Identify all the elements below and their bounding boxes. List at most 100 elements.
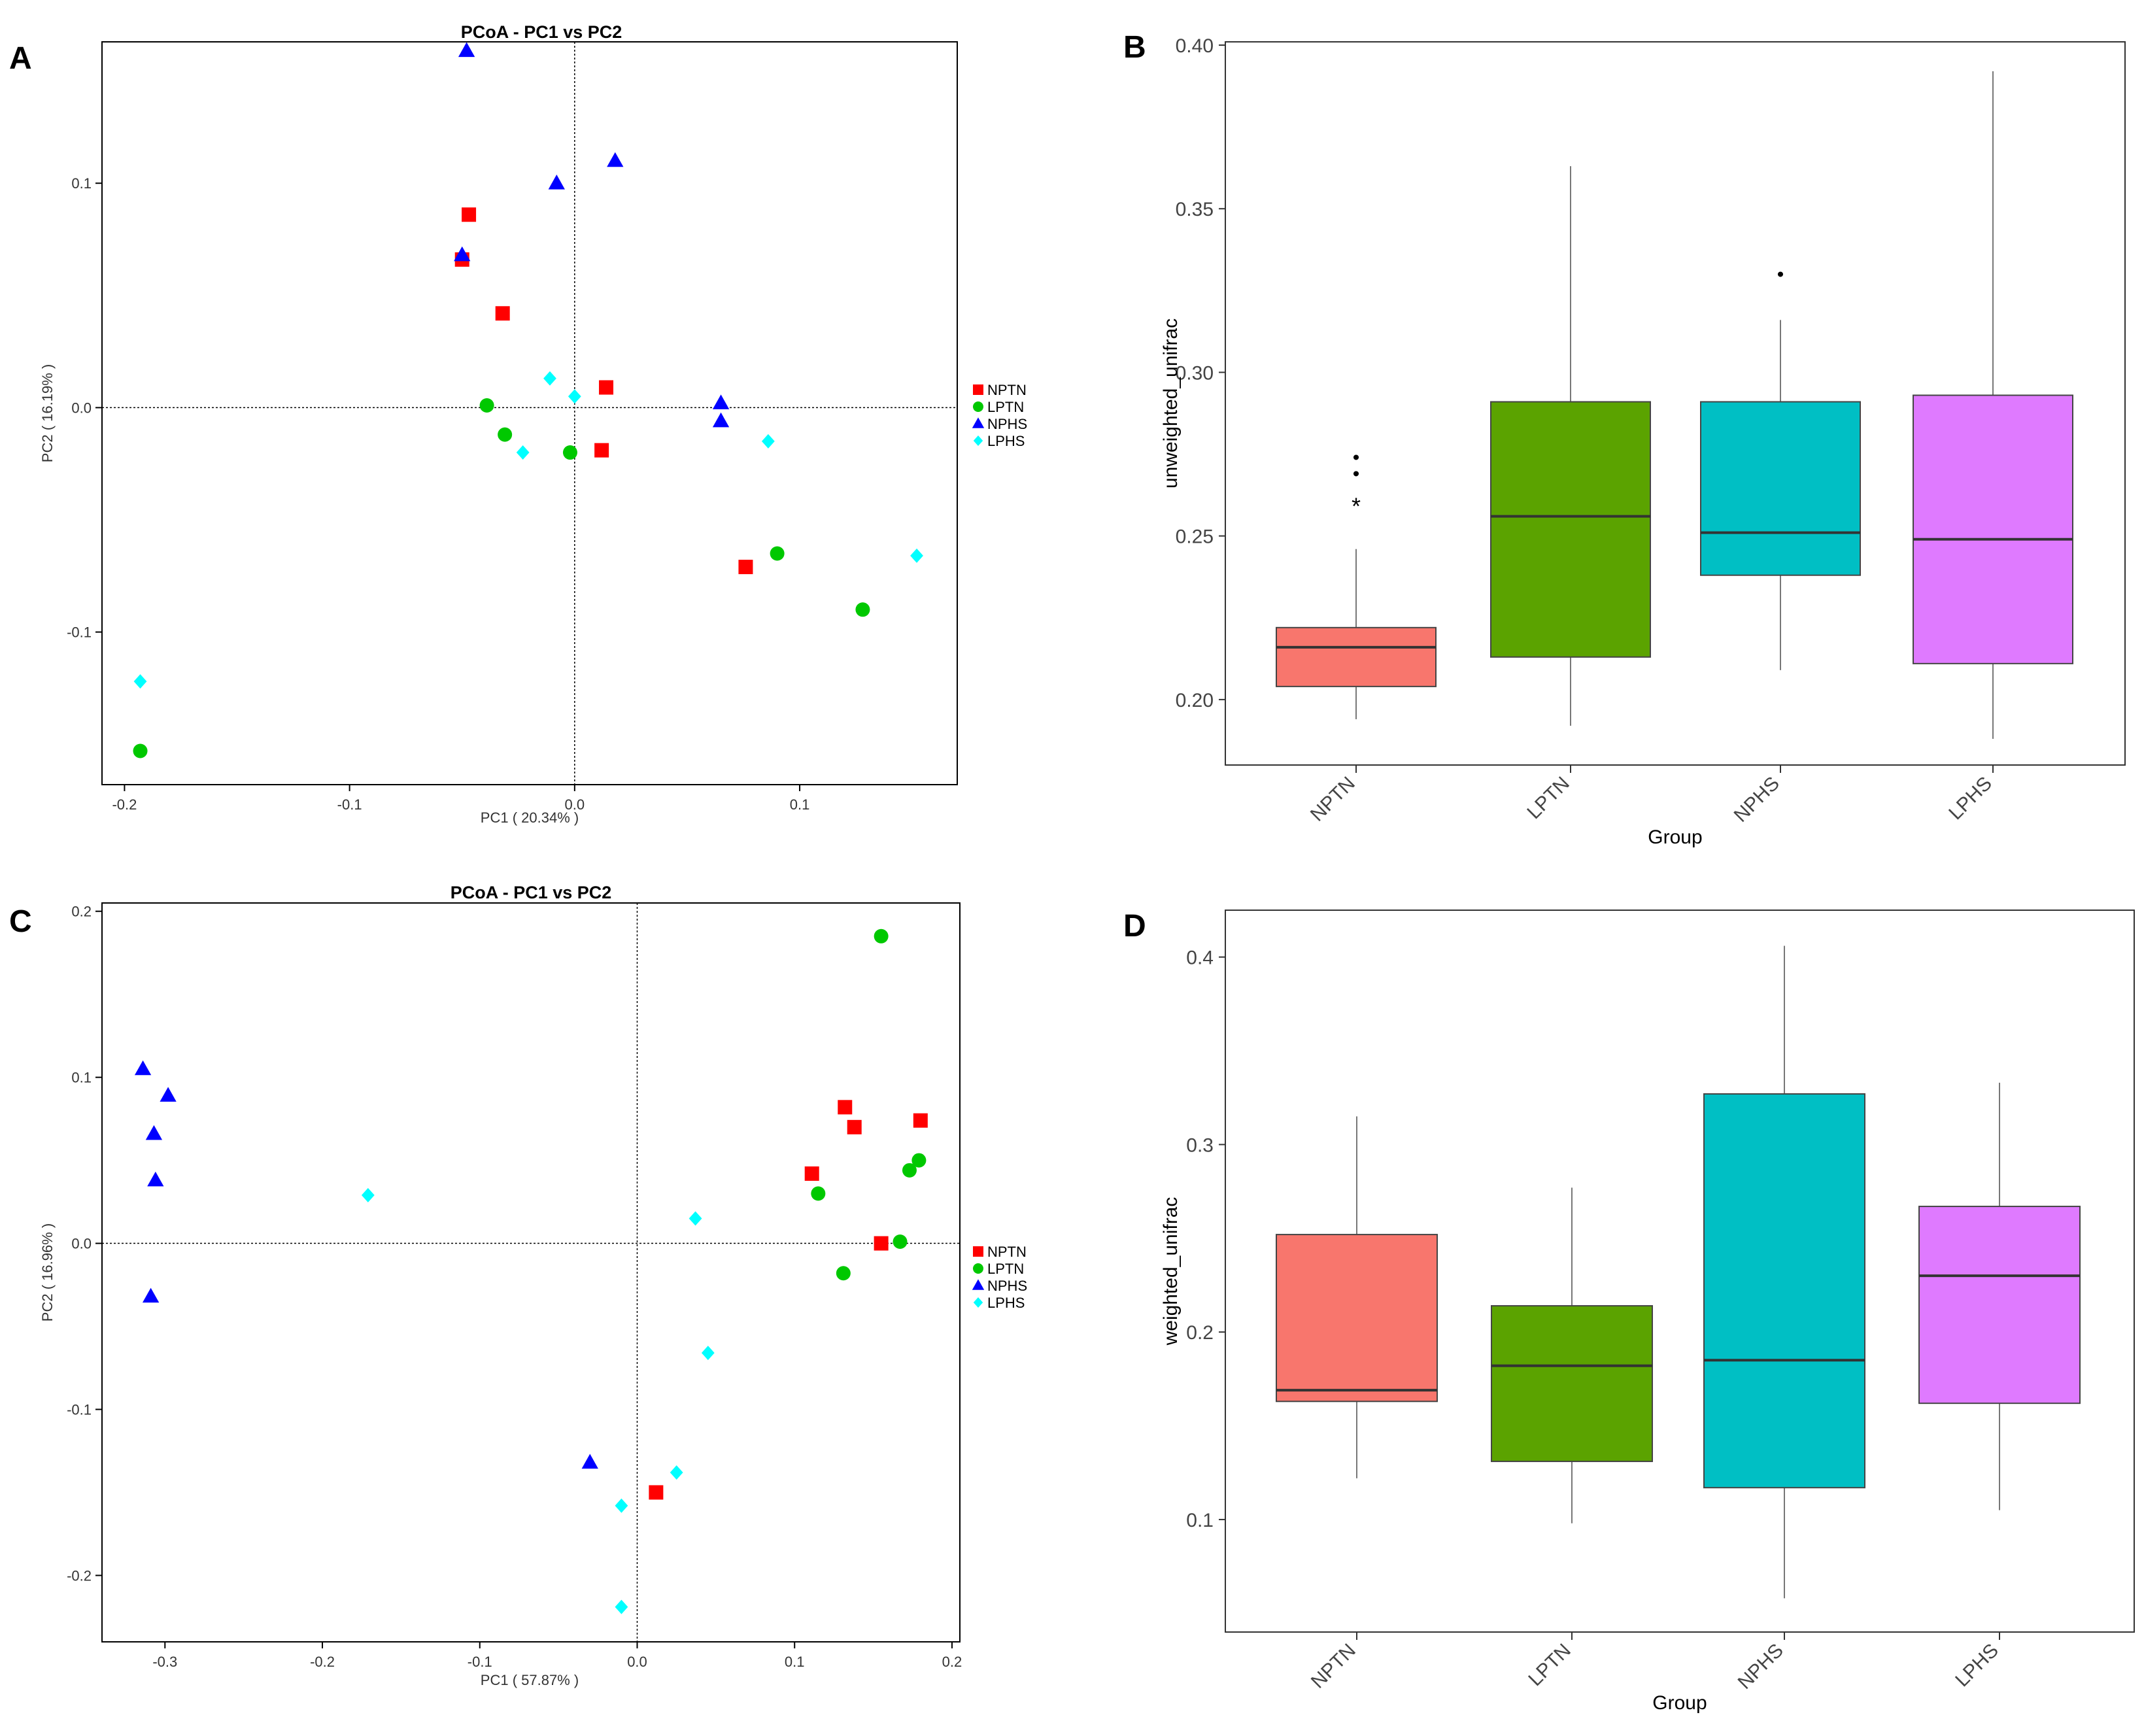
- point-lptn: [479, 398, 494, 413]
- point-nptn: [495, 306, 510, 321]
- panel-letter-a: A: [9, 41, 32, 76]
- point-lptn: [133, 743, 148, 758]
- point-nphs: [458, 42, 475, 58]
- legend-key-lphs: [973, 435, 983, 446]
- x-tick-label: 0.0: [565, 796, 585, 813]
- legend-key-lptn: [973, 401, 983, 412]
- points-c: [134, 928, 928, 1614]
- point-lphs: [516, 445, 530, 460]
- x-tick-label: -0.2: [112, 796, 137, 813]
- point-lptn: [811, 1186, 826, 1201]
- point-lptn: [836, 1266, 851, 1281]
- plot-frame-c: [101, 902, 961, 1642]
- point-nphs: [134, 1060, 152, 1076]
- point-nphs: [160, 1087, 177, 1102]
- x-tick-label: -0.1: [468, 1654, 492, 1670]
- y-ticks-d: 0.1 0.2 0.3 0.4: [1186, 947, 1225, 1531]
- point-lphs: [615, 1498, 628, 1513]
- legend-key-nptn: [973, 1246, 983, 1257]
- point-lphs: [701, 1346, 715, 1361]
- point-lptn: [874, 928, 889, 944]
- y-tick-label: -0.1: [67, 624, 92, 641]
- y-tick-label: -0.2: [67, 1567, 92, 1584]
- outlier-nphs: •: [1777, 264, 1784, 285]
- y-tick-label: 0.30: [1176, 362, 1214, 384]
- legend-key-lphs: [973, 1297, 983, 1308]
- box-nphs: [1700, 401, 1861, 576]
- point-nphs: [147, 1171, 164, 1187]
- x-axis-label-a: PC1 ( 20.34% ): [481, 809, 579, 826]
- panel-d-boxplot: D 0.10.20.30.4 NPTN LPTN NPHS LPHS Group we…: [1123, 909, 2135, 1714]
- point-nptn: [804, 1166, 819, 1181]
- x-tick-label: 0.1: [785, 1654, 805, 1670]
- point-nphs: [145, 1125, 163, 1140]
- y-tick-label: 0.2: [1186, 1322, 1214, 1344]
- chart-title-a: PCoA - PC1 vs PC2: [461, 22, 622, 42]
- chart-title-c: PCoA - PC1 vs PC2: [451, 883, 612, 902]
- y-tick-label: 0.1: [71, 1070, 92, 1086]
- legend-key-nptn: [973, 384, 983, 395]
- point-lphs: [689, 1211, 702, 1226]
- y-tick-label: 0.0: [71, 400, 92, 416]
- box-nptn: [1276, 626, 1437, 687]
- point-nphs: [142, 1287, 160, 1303]
- point-nptn: [838, 1100, 853, 1115]
- point-nptn: [874, 1236, 889, 1251]
- point-lphs: [670, 1465, 683, 1480]
- y-tick-label: 0.0: [71, 1236, 92, 1252]
- legend-label-nphs: NPHS: [987, 1278, 1027, 1294]
- box-nptn: [1276, 1234, 1438, 1403]
- x-tick-label: 0.0: [627, 1654, 647, 1670]
- y-tick-label: 0.40: [1176, 35, 1214, 57]
- y-tick-label: 0.1: [71, 175, 92, 192]
- point-lptn: [498, 427, 513, 442]
- point-lphs: [910, 548, 923, 563]
- legend-key-nphs: [972, 1279, 985, 1290]
- panel-letter-c: C: [9, 904, 32, 939]
- point-lphs: [543, 371, 556, 386]
- x-axis-label-d: Group: [1652, 1692, 1707, 1714]
- box-lptn: [1490, 401, 1651, 658]
- y-tick-label: 0.25: [1176, 526, 1214, 548]
- point-nptn: [738, 560, 753, 575]
- point-nptn: [594, 443, 609, 458]
- legend-label-lptn: LPTN: [987, 1261, 1024, 1277]
- point-nphs: [712, 394, 730, 409]
- box-lphs: [1918, 1206, 2081, 1404]
- box-nphs: [1703, 1093, 1865, 1489]
- y-axis-label-d: weighted_unifrac: [1160, 1197, 1182, 1346]
- panel-b-boxplot: B 0.200.250.300.350.40 ••*• NPTN LPTN NPHS…: [1123, 30, 2126, 848]
- y-tick-label: 0.2: [71, 904, 92, 920]
- y-axis-label-c: PC2 ( 16.96% ): [39, 1223, 56, 1321]
- boxes-d: [1276, 945, 2081, 1599]
- panel-letter-b: B: [1123, 30, 1146, 65]
- point-lphs: [568, 389, 581, 404]
- box-lphs: [1913, 394, 2073, 664]
- legend-key-lptn: [973, 1263, 983, 1274]
- x-axis-label-c: PC1 ( 57.87% ): [481, 1672, 579, 1688]
- point-lptn: [562, 445, 577, 460]
- point-nphs: [454, 246, 471, 262]
- y-ticks-c: -0.2 -0.1 0.0 0.1 0.2: [67, 904, 102, 1584]
- boxes-b: ••*•: [1276, 71, 2073, 739]
- plot-frame-a: [101, 41, 958, 785]
- point-nphs: [581, 1454, 598, 1469]
- panel-a-pcoa: A PCoA - PC1 vs PC2 -0.2 -0.1 0.0 0.1 -0.1 0…: [9, 22, 1027, 826]
- point-nphs: [548, 175, 565, 190]
- point-lptn: [855, 602, 870, 617]
- x-ticks-c: -0.3 -0.2 -0.1 0.0 0.1 0.2: [152, 1642, 962, 1670]
- panel-letter-d: D: [1123, 909, 1146, 944]
- point-nptn: [913, 1113, 928, 1128]
- point-lphs: [133, 674, 147, 689]
- y-axis-label-a: PC2 ( 16.19% ): [39, 364, 56, 462]
- panel-c-pcoa: C PCoA - PC1 vs PC2 -0.3 -0.2 -0.1 0.0 0.1 0.…: [9, 883, 1027, 1688]
- outlier-nptn: •: [1353, 464, 1360, 485]
- x-tick-label: 0.1: [790, 796, 810, 813]
- y-tick-label: 0.35: [1176, 199, 1214, 220]
- y-ticks-a: -0.1 0.0 0.1: [67, 175, 102, 641]
- legend-label-lphs: LPHS: [987, 433, 1025, 449]
- point-lphs: [761, 434, 775, 449]
- y-axis-label-b: unweighted_unifrac: [1160, 318, 1182, 488]
- point-lptn: [770, 546, 785, 561]
